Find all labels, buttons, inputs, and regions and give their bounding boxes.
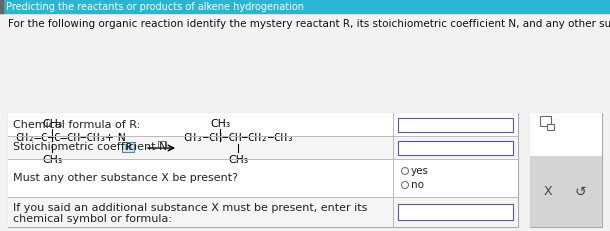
Bar: [0, 0, 3, 13]
Bar: [0, 0, 610, 13]
Text: Chemical formula of R:: Chemical formula of R:: [13, 119, 140, 130]
Bar: [540, 116, 551, 126]
Text: + N: + N: [105, 133, 126, 143]
Text: Must any other substance X be present?: Must any other substance X be present?: [13, 173, 238, 183]
Circle shape: [401, 167, 409, 174]
Text: R: R: [125, 143, 131, 152]
Bar: [398, 118, 513, 131]
Text: CH₃: CH₃: [210, 119, 230, 129]
Bar: [530, 113, 602, 227]
Text: CH₃: CH₃: [42, 119, 62, 129]
Bar: [398, 140, 513, 155]
Text: For the following organic reaction identify the mystery reactant R, its stoichio: For the following organic reaction ident…: [8, 19, 610, 29]
Text: CH₃: CH₃: [42, 155, 62, 165]
Text: If you said an additional substance X must be present, enter its: If you said an additional substance X mu…: [13, 203, 367, 213]
Bar: [8, 113, 518, 227]
Text: Stoichiometric coefficient N:: Stoichiometric coefficient N:: [13, 143, 171, 152]
Text: X: X: [544, 185, 552, 198]
Text: ↺: ↺: [574, 185, 586, 199]
Text: CH₃−CH−CH−CH₂−CH₃: CH₃−CH−CH−CH₂−CH₃: [183, 133, 293, 143]
Text: yes: yes: [411, 166, 429, 176]
Bar: [398, 204, 513, 220]
Bar: [8, 136, 518, 159]
Bar: [530, 113, 602, 156]
Bar: [157, 141, 165, 147]
Bar: [547, 124, 554, 130]
Bar: [530, 156, 602, 227]
Bar: [122, 142, 134, 152]
Text: chemical symbol or formula:: chemical symbol or formula:: [13, 214, 172, 224]
Bar: [8, 113, 518, 136]
Bar: [8, 159, 518, 197]
Text: no: no: [411, 180, 424, 190]
Text: CH₃: CH₃: [228, 155, 248, 165]
Bar: [8, 197, 518, 227]
Text: CH₂═C−C═CH−CH₃: CH₂═C−C═CH−CH₃: [15, 133, 106, 143]
Text: Predicting the reactants or products of alkene hydrogenation: Predicting the reactants or products of …: [6, 1, 304, 12]
Circle shape: [401, 182, 409, 188]
